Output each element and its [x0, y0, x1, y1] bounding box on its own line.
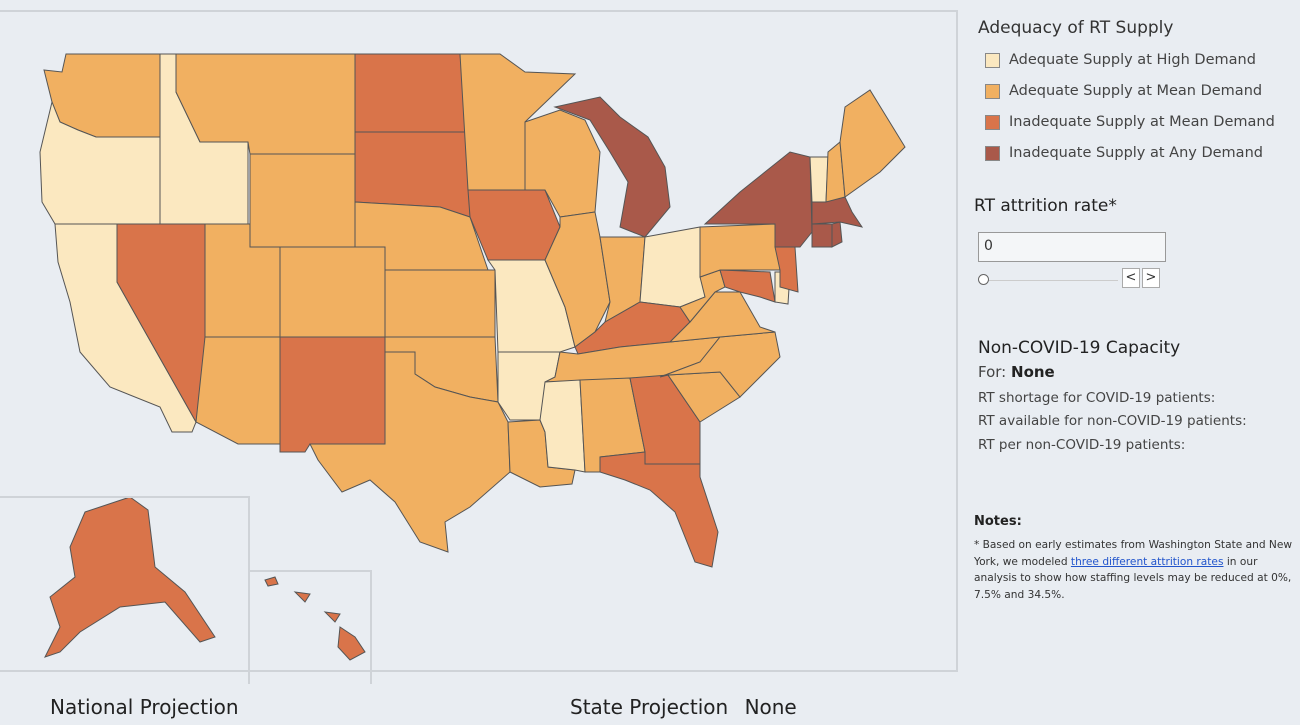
rt-shortage-label: RT shortage for COVID-19 patients:: [978, 390, 1216, 406]
state-wy[interactable]: [249, 153, 356, 248]
capacity-for: For: None: [978, 363, 1055, 381]
state-nd[interactable]: [354, 53, 469, 133]
legend-swatch: [985, 83, 1000, 99]
state-mi[interactable]: [553, 96, 671, 238]
legend-swatch: [985, 52, 1000, 68]
state-ms[interactable]: [539, 379, 586, 473]
state-ia[interactable]: [467, 189, 561, 261]
attrition-input[interactable]: 0: [978, 232, 1166, 262]
state-projection-value: None: [744, 695, 797, 719]
state-mt[interactable]: [175, 53, 356, 155]
rt-available-label: RT available for non-COVID-19 patients:: [978, 413, 1247, 429]
state-az[interactable]: [195, 336, 281, 445]
attrition-slider-thumb[interactable]: [978, 274, 989, 285]
notes-text: * Based on early estimates from Washingt…: [974, 537, 1300, 603]
attrition-slider-track[interactable]: [984, 280, 1118, 281]
notes-title: Notes:: [974, 514, 1022, 529]
chevron-left-icon[interactable]: <: [1122, 268, 1140, 288]
national-projection-title: National Projection: [50, 695, 239, 719]
state-hi[interactable]: [264, 576, 366, 661]
state-ri[interactable]: [831, 221, 843, 248]
legend-swatch: [985, 114, 1000, 130]
us-state-map: [39, 53, 906, 661]
notes-text-after: in our analysis to show how staffing lev…: [974, 555, 1292, 601]
state-tx[interactable]: [309, 351, 511, 553]
legend-label: Inadequate Supply at Mean Demand: [1009, 114, 1275, 130]
state-nm[interactable]: [279, 336, 386, 453]
legend-label: Adequate Supply at High Demand: [1009, 52, 1256, 68]
state-projection-title: State Projection None: [570, 695, 797, 719]
state-ct[interactable]: [811, 223, 833, 248]
state-pa[interactable]: [699, 223, 781, 278]
notes-text-before: * Based on early estimates from Washingt…: [974, 539, 1293, 568]
state-fl[interactable]: [599, 451, 719, 568]
legend-swatch: [985, 145, 1000, 161]
state-vt[interactable]: [809, 156, 829, 203]
hawaii-inset: [250, 570, 372, 684]
rt-per-label: RT per non-COVID-19 patients:: [978, 437, 1186, 453]
state-co[interactable]: [279, 246, 386, 338]
legend-label: Adequate Supply at Mean Demand: [1009, 83, 1263, 99]
attrition-rates-link[interactable]: three different attrition rates: [1070, 555, 1224, 568]
capacity-for-label: For:: [978, 363, 1007, 381]
state-md[interactable]: [719, 269, 776, 303]
capacity-title: Non-COVID-19 Capacity: [978, 338, 1181, 358]
state-oh[interactable]: [639, 226, 706, 308]
side-panel: Adequacy of RT Supply Adequate Supply at…: [970, 0, 1300, 680]
legend-label: Inadequate Supply at Any Demand: [1009, 145, 1263, 161]
attrition-title: RT attrition rate*: [974, 196, 1117, 216]
map-panel: [0, 10, 958, 684]
state-projection-label: State Projection: [570, 695, 729, 719]
state-me[interactable]: [839, 89, 906, 198]
alaska-inset: [0, 496, 250, 684]
legend-item-inadequate-any[interactable]: Inadequate Supply at Any Demand: [985, 142, 1263, 164]
state-ak[interactable]: [44, 496, 216, 658]
legend-title: Adequacy of RT Supply: [978, 18, 1174, 38]
legend-item-high-demand[interactable]: Adequate Supply at High Demand: [985, 49, 1256, 71]
legend-item-mean-demand[interactable]: Adequate Supply at Mean Demand: [985, 80, 1262, 102]
legend-item-inadequate-mean[interactable]: Inadequate Supply at Mean Demand: [985, 111, 1275, 133]
capacity-for-value: None: [1011, 363, 1055, 381]
state-ks[interactable]: [384, 269, 496, 338]
chevron-right-icon[interactable]: >: [1142, 268, 1160, 288]
